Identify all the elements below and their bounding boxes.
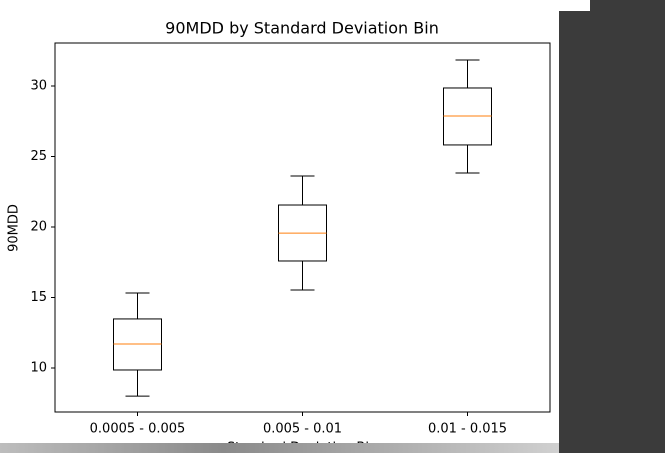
- x-tick-label: 0.01 - 0.015: [428, 422, 507, 437]
- side-panel: [590, 0, 665, 453]
- x-tick-label: 0.0005 - 0.005: [90, 422, 186, 437]
- x-tick-label: 0.005 - 0.01: [263, 422, 342, 437]
- y-tick-label: 10: [30, 361, 47, 376]
- y-tick-label: 20: [30, 220, 47, 235]
- y-axis-label: 90MDD: [7, 204, 22, 252]
- axes-frame: [54, 42, 551, 413]
- y-tick-label: 30: [30, 79, 47, 94]
- chart-title: 90MDD by Standard Deviation Bin: [165, 19, 439, 38]
- bottom-bar: [0, 443, 559, 453]
- y-tick-label: 25: [30, 149, 47, 164]
- plot-area: 10 15 20 25 30 0.0005 - 0.005 0.005 - 0.01 0.01…: [30, 59, 507, 437]
- y-tick-label: 15: [30, 290, 47, 305]
- side-panel: [559, 11, 590, 453]
